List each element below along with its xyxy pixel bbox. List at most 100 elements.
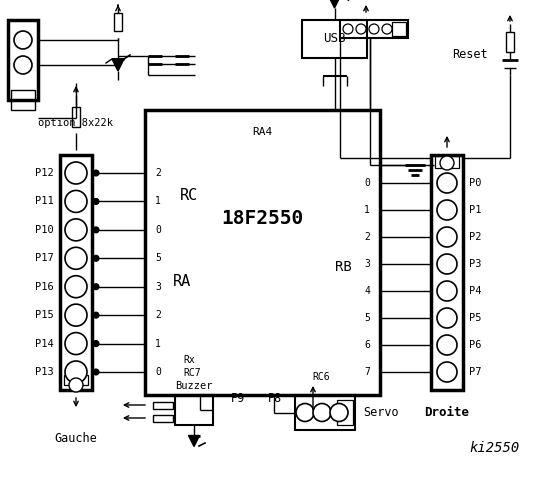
Text: 1: 1 xyxy=(155,196,161,206)
Text: P0: P0 xyxy=(469,178,482,188)
Bar xyxy=(506,32,514,52)
Circle shape xyxy=(437,200,457,220)
Text: 3: 3 xyxy=(155,282,161,292)
Text: P3: P3 xyxy=(469,259,482,269)
Text: 18F2550: 18F2550 xyxy=(221,209,304,228)
Text: RC7: RC7 xyxy=(183,368,201,378)
Circle shape xyxy=(93,312,99,318)
Circle shape xyxy=(437,362,457,382)
Text: 7: 7 xyxy=(364,367,370,377)
Text: P10: P10 xyxy=(35,225,54,235)
Bar xyxy=(153,401,173,408)
Circle shape xyxy=(93,227,99,233)
Text: RC: RC xyxy=(180,188,198,203)
Bar xyxy=(175,395,213,425)
Circle shape xyxy=(93,369,99,375)
Circle shape xyxy=(65,247,87,269)
Circle shape xyxy=(369,24,379,34)
Text: 2: 2 xyxy=(155,310,161,320)
Bar xyxy=(302,20,367,58)
Bar xyxy=(64,375,88,385)
Circle shape xyxy=(93,341,99,347)
Bar xyxy=(114,13,122,31)
Text: 0: 0 xyxy=(364,178,370,188)
Circle shape xyxy=(356,24,366,34)
Text: 1: 1 xyxy=(364,205,370,215)
Circle shape xyxy=(313,404,331,421)
Circle shape xyxy=(437,281,457,301)
Circle shape xyxy=(65,304,87,326)
Circle shape xyxy=(93,255,99,261)
Circle shape xyxy=(440,156,454,170)
Circle shape xyxy=(93,170,99,176)
Text: RA: RA xyxy=(173,274,191,288)
Bar xyxy=(60,155,92,390)
Text: Rx: Rx xyxy=(183,355,195,365)
Text: P13: P13 xyxy=(35,367,54,377)
Text: 2: 2 xyxy=(364,232,370,242)
Text: P15: P15 xyxy=(35,310,54,320)
Bar xyxy=(392,22,406,36)
Circle shape xyxy=(382,24,392,34)
Circle shape xyxy=(93,198,99,204)
Text: 3: 3 xyxy=(364,259,370,269)
Text: P1: P1 xyxy=(469,205,482,215)
Text: USB: USB xyxy=(324,33,346,46)
Circle shape xyxy=(65,191,87,213)
Text: Servo: Servo xyxy=(363,406,399,419)
Text: P6: P6 xyxy=(469,340,482,350)
Text: 5: 5 xyxy=(364,313,370,323)
Bar xyxy=(11,90,35,110)
Bar xyxy=(337,400,353,425)
Text: ki2550: ki2550 xyxy=(469,441,520,455)
Bar xyxy=(435,156,459,168)
Text: 0: 0 xyxy=(155,225,161,235)
Circle shape xyxy=(437,254,457,274)
Circle shape xyxy=(65,361,87,383)
Circle shape xyxy=(343,24,353,34)
Bar xyxy=(295,395,355,430)
Text: 1: 1 xyxy=(155,338,161,348)
Circle shape xyxy=(65,219,87,241)
Circle shape xyxy=(296,404,314,421)
Bar xyxy=(145,110,380,395)
Text: 5: 5 xyxy=(155,253,161,264)
Text: P9: P9 xyxy=(231,392,245,405)
Text: Droite: Droite xyxy=(425,406,469,419)
Text: P16: P16 xyxy=(35,282,54,292)
Text: P11: P11 xyxy=(35,196,54,206)
Circle shape xyxy=(437,227,457,247)
Text: Gauche: Gauche xyxy=(55,432,97,445)
Text: P4: P4 xyxy=(469,286,482,296)
Circle shape xyxy=(437,335,457,355)
Circle shape xyxy=(437,173,457,193)
Text: P7: P7 xyxy=(469,367,482,377)
Text: 2: 2 xyxy=(155,168,161,178)
Text: P12: P12 xyxy=(35,168,54,178)
Bar xyxy=(153,415,173,421)
Circle shape xyxy=(65,276,87,298)
Polygon shape xyxy=(328,0,341,8)
Text: option 8x22k: option 8x22k xyxy=(38,118,113,128)
Polygon shape xyxy=(112,59,124,71)
Circle shape xyxy=(14,56,32,74)
Text: 0: 0 xyxy=(155,367,161,377)
Circle shape xyxy=(65,333,87,355)
Circle shape xyxy=(437,308,457,328)
Text: RB: RB xyxy=(335,260,352,274)
Text: P8: P8 xyxy=(268,392,282,405)
Text: RA4: RA4 xyxy=(252,127,273,137)
Circle shape xyxy=(330,404,348,421)
Text: Reset: Reset xyxy=(452,48,488,60)
Circle shape xyxy=(93,284,99,290)
Bar xyxy=(431,155,463,390)
Bar xyxy=(340,20,408,38)
Text: P5: P5 xyxy=(469,313,482,323)
Text: 4: 4 xyxy=(364,286,370,296)
Text: 6: 6 xyxy=(364,340,370,350)
Text: RC6: RC6 xyxy=(312,372,330,382)
Circle shape xyxy=(65,162,87,184)
Text: P17: P17 xyxy=(35,253,54,264)
Circle shape xyxy=(69,378,83,392)
Circle shape xyxy=(14,31,32,49)
